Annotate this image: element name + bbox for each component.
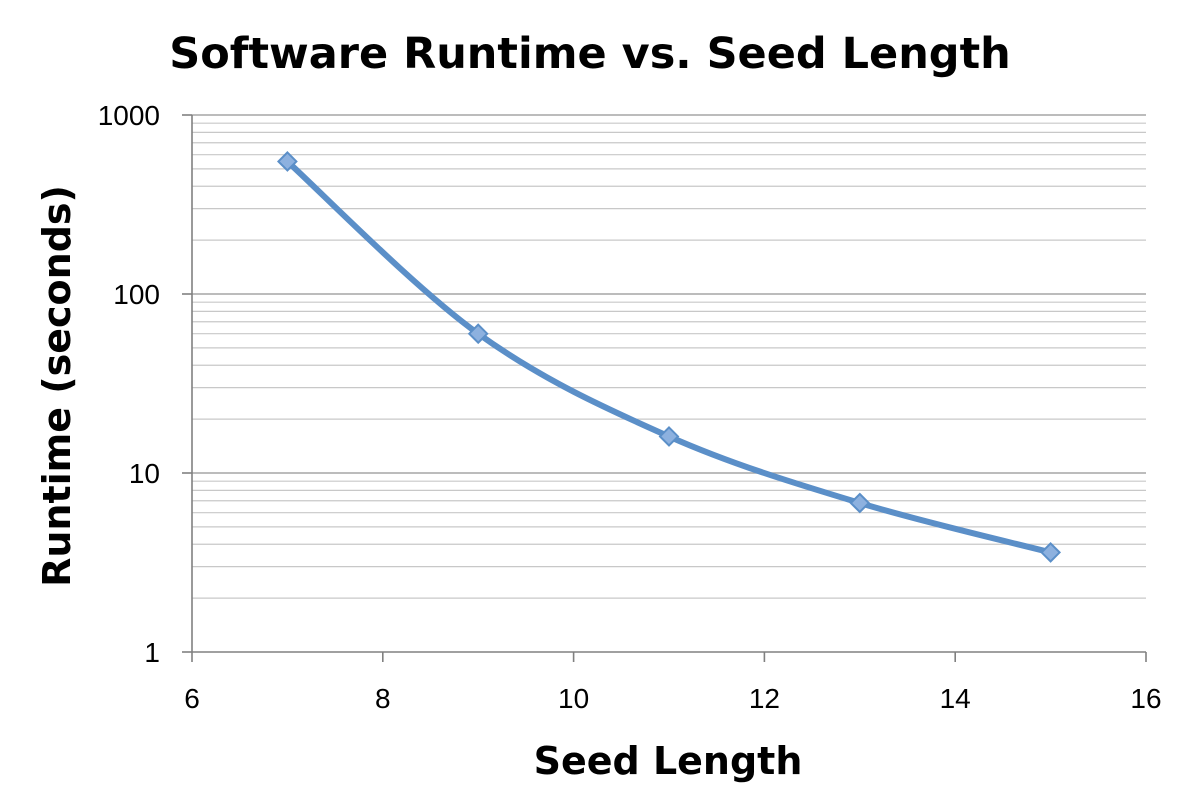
x-tick-label: 8 bbox=[375, 683, 391, 714]
y-tick-label: 1 bbox=[144, 637, 160, 668]
data-point bbox=[467, 323, 489, 345]
data-point bbox=[1040, 542, 1062, 563]
x-axis-title: Seed Length bbox=[534, 739, 803, 783]
tick-labels: 1 10 100 1000 6 8 10 12 14 16 bbox=[98, 100, 1162, 714]
x-tick-label: 10 bbox=[558, 683, 589, 714]
data-point bbox=[849, 492, 871, 514]
y-tick-label: 1000 bbox=[98, 100, 160, 131]
data-point bbox=[276, 151, 298, 172]
x-tick-label: 14 bbox=[940, 683, 971, 714]
x-tick-label: 12 bbox=[749, 683, 780, 714]
y-tick-label: 100 bbox=[113, 279, 160, 310]
x-tick-label: 6 bbox=[184, 683, 200, 714]
gridlines bbox=[192, 114, 1146, 599]
series-line bbox=[284, 158, 1054, 556]
axes bbox=[182, 114, 1147, 662]
y-axis-title: Runtime (seconds) bbox=[35, 185, 79, 587]
series bbox=[276, 151, 1062, 563]
y-tick-label: 10 bbox=[129, 458, 160, 489]
data-point bbox=[658, 426, 680, 447]
x-tick-label: 16 bbox=[1130, 683, 1161, 714]
chart-title: Software Runtime vs. Seed Length bbox=[169, 29, 1011, 79]
